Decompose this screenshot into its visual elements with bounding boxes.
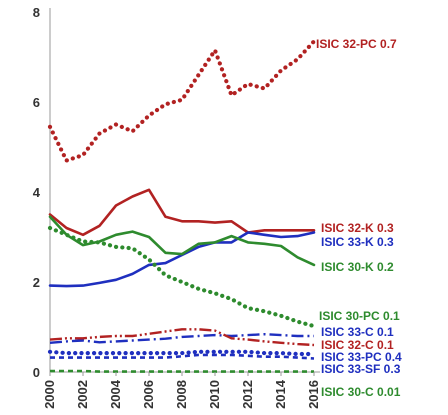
tick-labels: 0 2 4 6 8 2000 2002 2004 2006 2008 2010 2012 2014 201… (33, 5, 321, 409)
series-label: ISIC 33-C 0.1 (321, 325, 394, 339)
series-label: ISIC 33-K 0.3 (321, 235, 394, 249)
series-label: ISIC 30-PC 0.1 (319, 309, 400, 323)
series-label: ISIC 32-PC 0.7 (316, 37, 397, 51)
x-tick-label: 2000 (42, 380, 57, 409)
x-tick-label: 2006 (141, 380, 156, 409)
x-tick-label: 2004 (108, 379, 123, 409)
x-tick-label: 2010 (207, 380, 222, 409)
series-line-isic-32-pc-0-7 (47, 39, 317, 163)
series-label: ISIC 30-C 0.01 (321, 385, 401, 399)
y-tick-label: 0 (33, 365, 40, 380)
series-line-isic-33-k-0-3 (48, 231, 316, 288)
series-label: ISIC 30-K 0.2 (321, 260, 394, 274)
y-tick-label: 8 (33, 5, 40, 20)
series-line-isic-32-c-0-1 (49, 328, 315, 347)
x-tick-label: 2002 (75, 380, 90, 409)
x-tick-label: 2012 (240, 380, 255, 409)
series-line-isic-30-pc-0-1 (47, 225, 317, 329)
series-line-isic-30-c-0-01 (50, 369, 314, 373)
series-label: ISIC 33-SF 0.3 (321, 362, 401, 376)
x-tick-label: 2014 (273, 379, 288, 409)
series-line-isic-30-k-0-2 (48, 215, 316, 267)
chart-plot-area (47, 39, 317, 373)
x-tick-label: 2008 (174, 380, 189, 409)
series-label: ISIC 33-PC 0.4 (321, 350, 402, 364)
series-label: ISIC 32-K 0.3 (321, 221, 394, 235)
y-tick-label: 2 (33, 275, 40, 290)
series-line-isic-33-c-0-1 (49, 333, 314, 344)
x-tick-label: 2016 (306, 380, 321, 409)
y-tick-label: 6 (33, 95, 40, 110)
series-line-isic-33-pc-0-4 (47, 349, 317, 357)
chart-axes (49, 8, 320, 373)
series-label: ISIC 32-C 0.1 (321, 338, 394, 352)
y-tick-label: 4 (33, 185, 41, 200)
series-line-isic-32-k-0-3 (48, 188, 316, 237)
series-line-isic-33-sf-0-3 (50, 353, 315, 360)
